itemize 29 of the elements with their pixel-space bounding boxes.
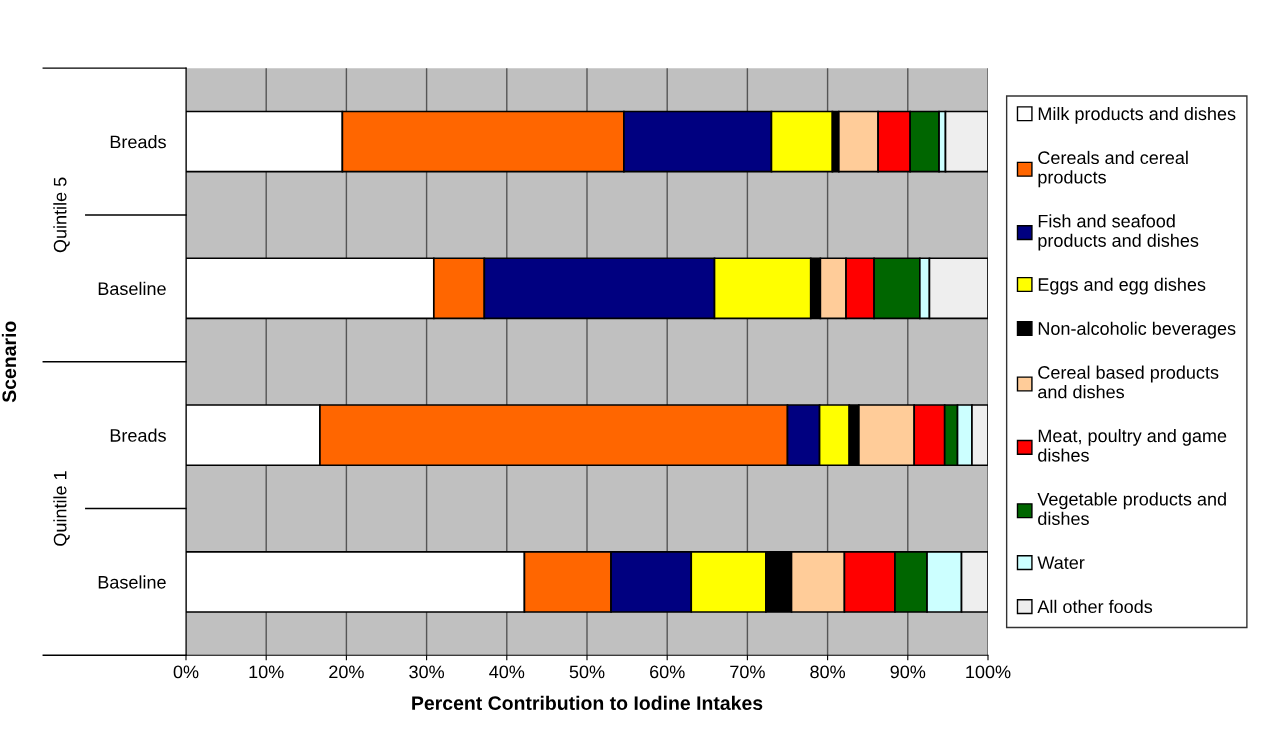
y-tick-label: Breads — [110, 428, 166, 442]
legend-label: All other foods — [1037, 599, 1153, 614]
x-tick-label: 60% — [650, 665, 685, 679]
x-tick-label: 40% — [489, 665, 525, 679]
legend-label: Milk products and dishes — [1038, 106, 1236, 124]
text: Quintile 1 — [53, 471, 70, 546]
y-tick-label: Baseline — [98, 575, 166, 589]
x-tick-label: 50% — [569, 665, 605, 679]
x-tick-label: 80% — [810, 665, 846, 679]
legend-label: Water — [1037, 556, 1085, 570]
y-axis-title: Scenario — [1, 321, 17, 403]
x-tick-label: 90% — [890, 665, 926, 679]
x-tick-label: 30% — [409, 665, 445, 679]
legend-label: Non-alcoholic beverages — [1038, 321, 1236, 339]
y-tick-label: Breads — [110, 135, 166, 149]
text: Quintile 5 — [53, 177, 70, 253]
legend-label: Cereals and cereal products — [1038, 150, 1188, 188]
y-tick-label: Baseline — [98, 281, 166, 296]
legend-label: Vegetable products and dishes — [1037, 492, 1226, 526]
x-tick-label: 70% — [730, 665, 765, 679]
x-tick-label: 100% — [966, 665, 1011, 679]
x-axis-title: Percent Contribution to Iodine Intakes — [412, 695, 763, 711]
legend-label: Fish and seafood products and dishes — [1038, 214, 1199, 251]
x-tick-label: 10% — [249, 665, 284, 679]
legend-label: Cereal based products and dishes — [1038, 365, 1219, 399]
x-tick-label: 0% — [173, 665, 199, 679]
legend-label: Eggs and egg dishes — [1038, 277, 1206, 295]
x-tick-label: 20% — [329, 665, 364, 679]
legend-label: Meat, poultry and game dishes — [1038, 428, 1227, 462]
